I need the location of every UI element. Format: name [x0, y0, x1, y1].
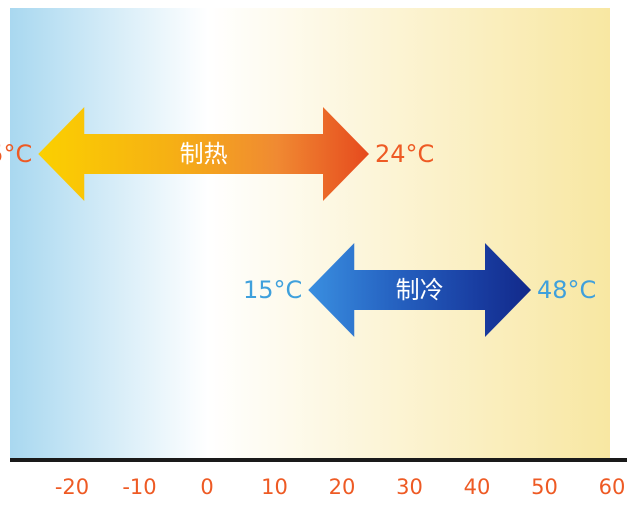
- cooling-label: 制冷: [396, 276, 444, 304]
- heating-min-label: -25°C: [0, 140, 32, 168]
- axis-tick-label: 60: [599, 475, 626, 499]
- axis-tick-label: -20: [55, 475, 89, 499]
- axis-tick-label: 50: [531, 475, 558, 499]
- axis-tick-labels: -20 -10 0 10 20 30 40 50 60: [55, 475, 626, 499]
- axis-tick-label: -10: [122, 475, 156, 499]
- heating-max-label: 24°C: [375, 140, 434, 168]
- background-panel: [10, 8, 610, 458]
- heating-label: 制热: [180, 140, 228, 168]
- axis-tick-label: 20: [329, 475, 356, 499]
- cooling-min-label: 15°C: [243, 276, 302, 304]
- axis-tick-label: 0: [200, 475, 213, 499]
- axis-tick-label: 10: [261, 475, 288, 499]
- cooling-max-label: 48°C: [537, 276, 596, 304]
- axis-tick-label: 40: [464, 475, 491, 499]
- axis-tick-label: 30: [396, 475, 423, 499]
